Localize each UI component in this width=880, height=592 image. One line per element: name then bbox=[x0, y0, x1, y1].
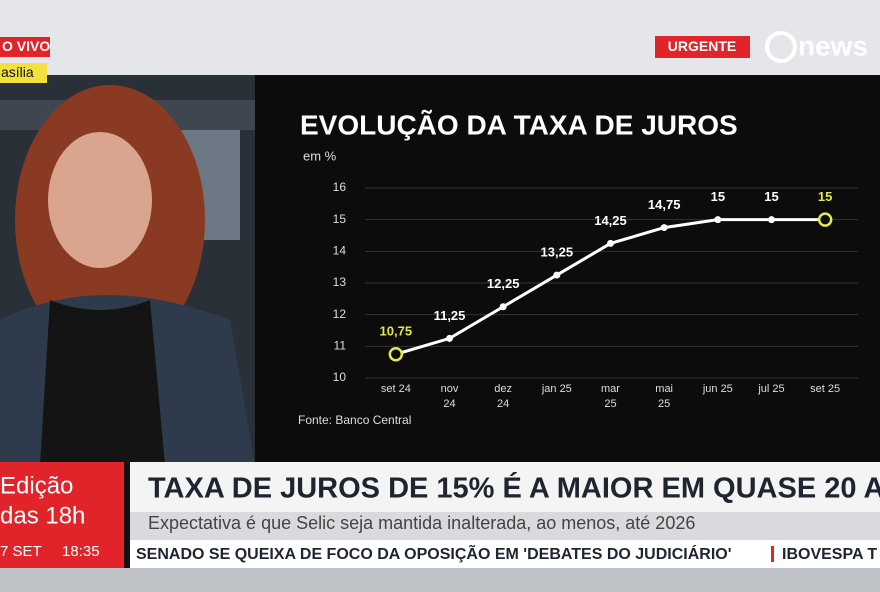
location-label: asília bbox=[1, 64, 34, 80]
y-tick-label: 10 bbox=[333, 370, 347, 384]
x-tick-label: jan 25 bbox=[541, 383, 572, 395]
live-label: O VIVO bbox=[2, 38, 50, 54]
sub-band bbox=[130, 512, 880, 540]
endpoint-marker bbox=[388, 347, 404, 362]
value-label: 14,75 bbox=[648, 197, 681, 212]
y-axis-label: em % bbox=[303, 148, 337, 163]
y-tick-label: 12 bbox=[333, 307, 347, 321]
ticker-item: SENADO SE QUEIXA DE FOCO DA OPOSIÇÃO EM … bbox=[136, 543, 732, 563]
x-tick-label: dez 24 bbox=[494, 383, 513, 410]
date: 7 SET bbox=[0, 543, 42, 560]
y-tick-label: 13 bbox=[333, 275, 347, 289]
live-badge bbox=[0, 37, 50, 57]
location-badge bbox=[0, 63, 47, 83]
point-marker bbox=[499, 303, 507, 311]
urgent-badge bbox=[655, 36, 750, 58]
logo: news bbox=[798, 30, 868, 61]
ticker-separator bbox=[771, 546, 774, 562]
face bbox=[48, 132, 152, 268]
x-tick-label: mai 25 bbox=[655, 383, 674, 410]
source: Fonte: Banco Central bbox=[298, 413, 411, 427]
program-line: das 18h bbox=[0, 502, 85, 529]
value-label: 10,75 bbox=[380, 324, 413, 339]
point-marker bbox=[714, 216, 722, 224]
value-label: 12,25 bbox=[487, 276, 520, 291]
value-label: 11,25 bbox=[434, 308, 466, 323]
bottom-bar bbox=[0, 568, 880, 592]
top bbox=[40, 300, 165, 465]
ticker-item: IBOVESPA T bbox=[782, 546, 877, 563]
y-tick-label: 16 bbox=[333, 180, 347, 194]
chart-title: EVOLUÇÃO DA TAXA DE JUROS bbox=[300, 109, 738, 140]
endpoint-marker bbox=[817, 212, 833, 227]
x-tick-label: set 24 bbox=[380, 383, 411, 395]
y-tick-label: 14 bbox=[333, 244, 347, 258]
value-label: 15 bbox=[764, 189, 778, 204]
point-marker bbox=[768, 216, 775, 224]
point-marker bbox=[660, 224, 668, 232]
x-tick-label: nov 24 bbox=[440, 383, 459, 410]
x-tick-label: mar 25 bbox=[601, 383, 620, 410]
program-line: Edição bbox=[0, 472, 73, 499]
program-box bbox=[0, 462, 124, 568]
ticker-band bbox=[130, 540, 880, 568]
x-tick-label: jul 25 bbox=[758, 383, 785, 395]
value-label: 13,25 bbox=[541, 245, 574, 260]
time: 18:35 bbox=[62, 543, 100, 560]
point-marker bbox=[607, 239, 614, 247]
headline: TAXA DE JUROS DE 15% É A MAIOR EM QUASE … bbox=[148, 471, 880, 505]
y-tick-label: 11 bbox=[334, 339, 347, 353]
y-tick-label: 15 bbox=[333, 212, 347, 226]
headline-band bbox=[130, 462, 880, 512]
point-marker bbox=[553, 271, 561, 279]
value-label: 15 bbox=[711, 189, 725, 204]
logo-mark bbox=[765, 31, 797, 63]
urgent-label: URGENTE bbox=[668, 38, 736, 54]
value-label: 14,25 bbox=[594, 213, 627, 228]
x-tick-label: set 25 bbox=[810, 383, 841, 395]
point-marker bbox=[446, 334, 453, 342]
x-tick-label: jun 25 bbox=[702, 383, 733, 395]
value-label: 15 bbox=[818, 189, 832, 204]
subheadline: Expectativa é que Selic seja mantida ina… bbox=[148, 513, 695, 533]
